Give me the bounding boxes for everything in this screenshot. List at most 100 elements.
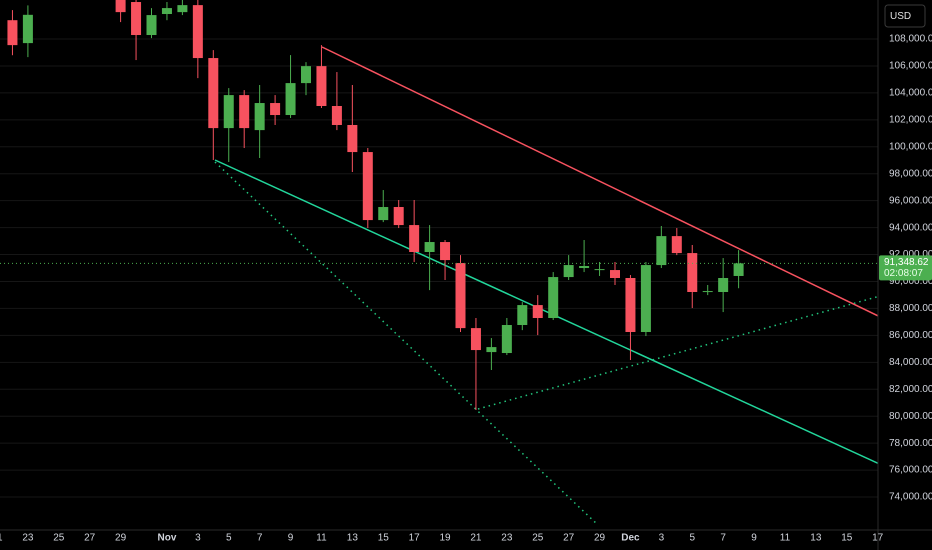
- candle-body: [146, 15, 157, 36]
- candle-body: [347, 124, 358, 153]
- y-tick-label: 98,000.00: [889, 168, 932, 179]
- candle-body: [548, 277, 559, 318]
- candle-body: [610, 270, 620, 278]
- candle-body: [316, 66, 327, 106]
- time-axis: 21 23 25 27 29 Nov 3 5 7 9 11 13 15 17 19 21 23 25 27 29 Dec…: [0, 533, 884, 544]
- x-tick-label: 27: [84, 533, 96, 544]
- candle-body: [625, 277, 636, 333]
- candle-body: [161, 8, 172, 15]
- x-tick-label: 25: [53, 533, 65, 544]
- y-tick-label: 104,000.00: [889, 88, 932, 99]
- y-tick-label: 100,000.00: [889, 141, 932, 152]
- candle-body: [239, 95, 250, 129]
- y-tick-label: 106,000.00: [889, 61, 932, 72]
- candle-body: [424, 242, 435, 253]
- candle-body: [409, 225, 420, 253]
- candle-body: [733, 263, 744, 276]
- candle-body: [532, 305, 543, 318]
- x-tick-label: 27: [563, 533, 575, 544]
- candle-body: [640, 265, 651, 333]
- last-price-label: 91,348.62: [884, 257, 929, 268]
- grid: [0, 38, 878, 498]
- candle-body: [579, 266, 590, 269]
- candle-body: [22, 14, 33, 44]
- candle-body: [378, 207, 389, 221]
- x-tick-label: 21: [470, 533, 482, 544]
- x-tick-label: 7: [720, 533, 726, 544]
- x-tick-label: 9: [751, 533, 757, 544]
- candle-body: [501, 325, 512, 354]
- y-tick-label: 88,000.00: [889, 303, 932, 314]
- x-tick-label: 29: [594, 533, 606, 544]
- x-tick-label: 23: [501, 533, 513, 544]
- y-tick-label: 96,000.00: [889, 195, 932, 206]
- resistance-trendline: [321, 46, 878, 317]
- candle-body: [362, 152, 373, 221]
- candle-body: [7, 20, 18, 46]
- candle-body: [393, 207, 404, 226]
- x-tick-label: 7: [257, 533, 263, 544]
- y-tick-label: 80,000.00: [889, 411, 932, 422]
- x-tick-label: 9: [288, 533, 294, 544]
- x-tick-label: 11: [780, 533, 791, 544]
- y-tick-label: 90,000.00: [889, 276, 932, 287]
- x-tick-label: 15: [378, 533, 390, 544]
- x-tick-label: Nov: [157, 533, 176, 544]
- x-tick-label: 3: [195, 533, 201, 544]
- last-price-box: [879, 255, 932, 281]
- y-tick-label: 76,000.00: [889, 465, 932, 476]
- y-tick-label: 92,000.00: [889, 249, 932, 260]
- candle-body: [223, 95, 234, 129]
- candle-body: [115, 0, 126, 13]
- y-tick-label: 74,000.00: [889, 492, 932, 503]
- x-tick-label: 5: [689, 533, 695, 544]
- plot-area: [0, 0, 878, 526]
- currency-button[interactable]: [884, 4, 926, 28]
- candle-body: [687, 253, 698, 293]
- x-tick-label: 5: [226, 533, 232, 544]
- candle-body: [594, 269, 605, 271]
- candle-body: [718, 277, 729, 293]
- candles: [7, 0, 744, 410]
- y-tick-label: 108,000.00: [889, 34, 932, 45]
- y-tick-label: 86,000.00: [889, 330, 932, 341]
- candle-body: [671, 236, 682, 254]
- currency-label: USD: [890, 11, 911, 22]
- candle-body: [270, 103, 281, 116]
- candle-body: [131, 2, 142, 36]
- candle-body: [486, 347, 497, 353]
- countdown-label: 02:08:07: [884, 268, 923, 279]
- x-tick-label: 13: [347, 533, 359, 544]
- candle-body: [470, 328, 481, 351]
- candle-body: [455, 263, 466, 329]
- candle-body: [192, 5, 203, 59]
- candle-body: [208, 58, 219, 129]
- y-tick-label: 102,000.00: [889, 115, 932, 126]
- x-tick-label: 15: [841, 533, 853, 544]
- candle-body: [702, 291, 713, 293]
- x-tick-label: 17: [872, 533, 884, 544]
- x-tick-label: 17: [409, 533, 421, 544]
- support-trendline: [214, 159, 878, 465]
- x-tick-label: 13: [810, 533, 822, 544]
- x-tick-label: 25: [532, 533, 544, 544]
- x-tick-label: 29: [115, 533, 127, 544]
- x-tick-label: 3: [659, 533, 665, 544]
- candle-body: [254, 103, 265, 131]
- x-tick-label: 21: [0, 533, 3, 544]
- candle-body: [331, 106, 342, 125]
- x-tick-label: 23: [22, 533, 34, 544]
- candle-body: [656, 236, 667, 266]
- candle-body: [517, 305, 528, 326]
- x-tick-label: 19: [439, 533, 451, 544]
- y-tick-label: 78,000.00: [889, 438, 932, 449]
- candle-body: [563, 265, 574, 278]
- x-tick-label: Dec: [621, 533, 640, 544]
- y-tick-label: 94,000.00: [889, 222, 932, 233]
- candle-body: [177, 5, 188, 13]
- price-axis: 74,000.00 76,000.00 78,000.00 80,000.00 82,0…: [889, 34, 932, 503]
- candle-body: [440, 242, 451, 261]
- y-tick-label: 82,000.00: [889, 384, 932, 395]
- x-tick-label: 11: [316, 533, 327, 544]
